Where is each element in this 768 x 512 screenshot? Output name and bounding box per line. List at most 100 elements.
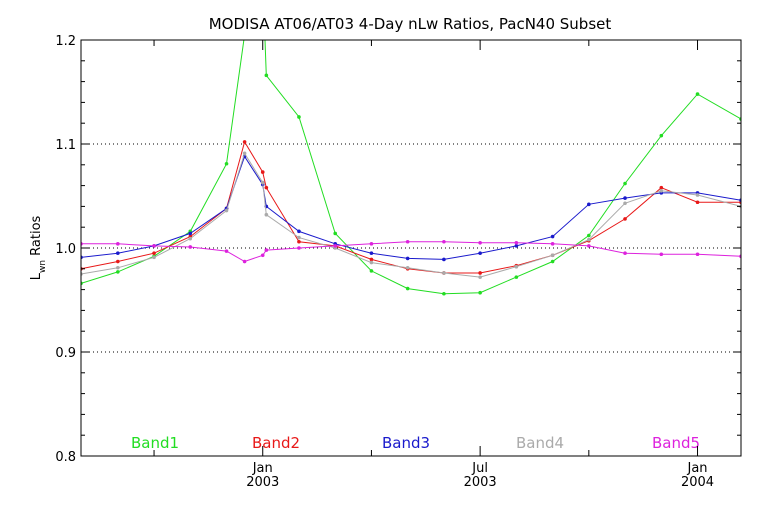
data-point [550, 259, 555, 264]
data-point [695, 193, 700, 197]
data-point [264, 212, 269, 217]
data-point [659, 133, 664, 138]
data-point [514, 241, 519, 245]
series-band2 [81, 140, 741, 275]
legend-entry: Band4 [516, 434, 564, 452]
data-point [297, 239, 301, 244]
x-tick-label-year: 2003 [464, 475, 497, 490]
data-point [260, 253, 265, 258]
data-point [224, 208, 229, 213]
data-point [478, 275, 482, 279]
data-point [297, 115, 301, 119]
y-tick-label: 1.0 [55, 242, 76, 257]
data-point [514, 264, 519, 269]
data-point [224, 161, 229, 166]
data-point [243, 33, 247, 37]
data-point [405, 256, 410, 261]
data-point [242, 259, 247, 264]
series-band1 [81, 33, 741, 296]
data-point [297, 229, 301, 234]
data-point [369, 260, 374, 265]
data-point [297, 235, 301, 240]
data-point [623, 251, 627, 255]
data-point [514, 275, 519, 279]
data-point [224, 249, 229, 253]
data-point [405, 239, 410, 244]
data-point [116, 265, 120, 270]
legend-entry: Band3 [382, 434, 430, 452]
data-point [550, 253, 555, 258]
data-series [81, 33, 741, 296]
data-point [188, 245, 193, 249]
data-point [478, 241, 482, 245]
data-point [264, 73, 269, 78]
data-point [550, 242, 555, 246]
data-point [369, 242, 374, 246]
legend-entry: Band5 [652, 434, 700, 452]
data-point [695, 92, 700, 96]
data-point [478, 290, 482, 295]
data-point [695, 252, 700, 257]
data-point [623, 217, 627, 221]
y-tick-label: 1.2 [55, 34, 76, 49]
data-point [587, 237, 591, 242]
data-point [587, 244, 591, 248]
data-point [514, 244, 519, 248]
x-tick-label-month: Jan [252, 461, 273, 476]
legend-entry: Band2 [252, 434, 300, 452]
series-band3 [81, 154, 741, 262]
y-axis-label-rest: Ratios [29, 215, 44, 260]
x-tick-label-month: Jul [471, 461, 488, 476]
data-point [264, 248, 269, 252]
y-tick-label: 1.1 [55, 138, 76, 153]
chart-title: MODISA AT06/AT03 4-Day nLw Ratios, PacN4… [209, 15, 612, 33]
data-point [369, 257, 374, 262]
data-point [297, 246, 301, 250]
data-point [478, 251, 482, 255]
data-point [550, 234, 555, 239]
data-point [116, 270, 120, 274]
data-point [659, 252, 664, 257]
x-tick-label-year: 2003 [246, 475, 279, 490]
grid-lines [81, 143, 741, 353]
data-point [188, 231, 193, 236]
data-point [116, 251, 120, 255]
data-point [659, 189, 664, 193]
data-point [188, 236, 193, 241]
data-point [478, 271, 482, 275]
data-point [587, 233, 591, 238]
data-point [152, 244, 156, 248]
data-point [242, 140, 247, 144]
data-point [260, 180, 265, 185]
legend: Band1 Band2 Band3 Band4 Band5 [131, 434, 700, 452]
data-point [659, 185, 664, 190]
data-point [623, 196, 627, 200]
data-point [369, 269, 374, 273]
series-line [81, 40, 741, 295]
data-point [442, 271, 446, 275]
plot-frame [80, 39, 742, 457]
legend-entry: Band1 [131, 434, 179, 452]
data-point [405, 286, 410, 291]
series-clip-group [81, 33, 741, 296]
series-band4 [81, 151, 741, 279]
data-point [242, 151, 247, 156]
data-point [264, 185, 269, 190]
y-axis-label: Lwn Ratios [29, 215, 48, 280]
data-point [260, 170, 265, 174]
data-point [369, 251, 374, 255]
data-point [442, 291, 446, 296]
x-tick-label-month: Jan [686, 461, 707, 476]
data-point [116, 242, 120, 246]
x-tick-label-year: 2004 [681, 475, 714, 490]
series-band5 [81, 239, 741, 264]
data-point [695, 200, 700, 205]
data-point [623, 201, 627, 206]
y-axis-label-main: L [29, 272, 44, 280]
data-point [442, 239, 446, 244]
y-tick-label: 0.8 [55, 450, 76, 465]
y-tick-label: 0.9 [55, 346, 76, 361]
data-point [587, 202, 591, 207]
